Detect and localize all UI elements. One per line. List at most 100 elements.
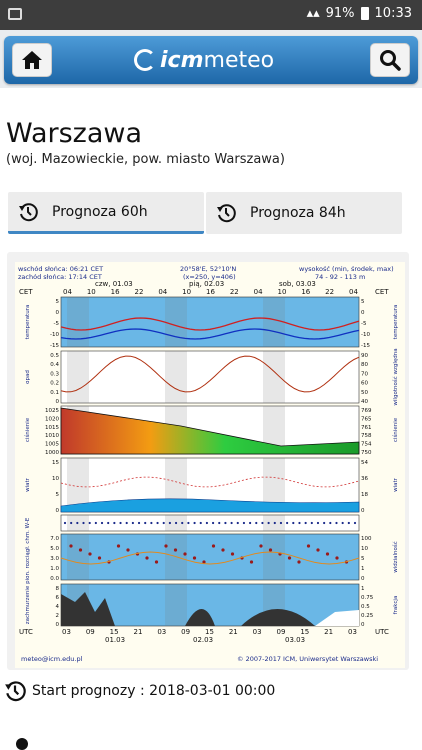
cloud-depth-point <box>211 544 216 548</box>
meteogram-image[interactable]: wschód słońca: 06:21 CET zachód słońca: … <box>15 262 405 668</box>
city-title: Warszawa <box>6 118 143 149</box>
wind-direction-marker <box>341 521 344 525</box>
night-band <box>165 584 187 626</box>
status-right: ▴▴ 91% 10:33 <box>307 6 412 21</box>
cloud-depth-point <box>69 544 73 548</box>
y-tick-right: 754 <box>361 442 372 448</box>
y-tick-left: 4 <box>56 604 60 610</box>
tab-forecast-60h[interactable]: Prognoza 60h <box>8 192 204 234</box>
hour-tick-bottom: 21 <box>229 628 238 636</box>
day-label-top: pią, 02.03 <box>189 280 224 288</box>
y-tick-left: 2 <box>56 613 60 619</box>
night-band <box>165 297 187 347</box>
cloud-depth-point <box>173 548 178 552</box>
y-tick-left: 1020 <box>45 416 59 422</box>
y-tick-left: 1005 <box>45 442 59 448</box>
wind-direction-marker <box>304 521 307 525</box>
y-tick-right: 1 <box>361 586 365 592</box>
panel-label-left: zachmurzenie <box>25 585 31 624</box>
y-tick-right: 758 <box>361 433 372 439</box>
wind-direction-marker <box>323 521 326 525</box>
y-tick-left: 15 <box>52 460 59 466</box>
y-tick-left: 8 <box>56 586 60 592</box>
night-band <box>263 534 285 580</box>
cloud-depth-point <box>306 544 311 548</box>
y-tick-right: 18 <box>361 492 368 498</box>
cloud-depth-point <box>183 552 187 556</box>
hour-tick-top: 22 <box>135 288 144 296</box>
y-tick-right: 80 <box>361 362 368 368</box>
y-tick-left: 1025 <box>45 408 59 414</box>
panel-frame <box>60 533 360 581</box>
hour-tick-bottom: 09 <box>277 628 286 636</box>
y-tick-left: 10 <box>52 476 59 482</box>
hour-tick-bottom: 09 <box>181 628 190 636</box>
home-button[interactable] <box>12 43 52 77</box>
search-button[interactable] <box>370 43 410 77</box>
wind-direction-marker <box>242 521 246 525</box>
wind-direction-marker <box>261 521 264 525</box>
wind-gust-line <box>60 476 360 488</box>
wind-direction-marker <box>199 521 202 525</box>
panel-frame <box>60 350 360 404</box>
wind-direction-marker <box>137 521 141 525</box>
hour-tick-top: 16 <box>206 288 215 296</box>
y-tick-left: -5 <box>54 321 60 327</box>
cloud-depth-point <box>335 556 339 560</box>
wind-direction-marker <box>187 521 190 525</box>
partial-icon <box>16 738 28 750</box>
forecast-start: Start prognozy : 2018-03-01 00:00 <box>4 680 275 702</box>
y-tick-left: 0.1 <box>50 390 59 396</box>
y-tick-left: 0.4 <box>50 362 59 368</box>
grid-text: (x=250, y=406) <box>183 273 236 281</box>
y-tick-left: 7.0 <box>50 536 59 542</box>
y-tick-left: 1000 <box>45 450 59 456</box>
humidity-line <box>60 355 360 393</box>
y-tick-right: 54 <box>361 460 368 466</box>
y-tick-left: 1010 <box>45 433 59 439</box>
wind-direction-marker <box>168 521 171 525</box>
y-tick-left: -15 <box>50 343 59 349</box>
cloud-depth-point <box>116 544 121 548</box>
tab-forecast-84h[interactable]: Prognoza 84h <box>206 192 402 234</box>
gallery-icon <box>8 8 22 20</box>
y-tick-right: 50 <box>361 390 368 396</box>
wind-direction-marker <box>181 521 184 525</box>
wind-direction-marker <box>82 521 85 525</box>
clock-time: 10:33 <box>374 6 412 21</box>
hour-tick-top: 10 <box>87 288 96 296</box>
main-content: Warszawa (woj. Mazowieckie, pow. miasto … <box>0 88 422 750</box>
utc-label-left: UTC <box>19 628 33 636</box>
app-logo[interactable]: icm meteo <box>134 46 274 74</box>
y-tick-left: 0.2 <box>50 381 59 387</box>
wind-direction-marker <box>255 521 258 525</box>
cloud-depth-point <box>164 544 168 548</box>
wind-direction-marker <box>144 521 147 525</box>
y-tick-right: 5 <box>361 556 365 562</box>
hour-tick-bottom: 15 <box>300 628 309 636</box>
panel-label-right: frakcja <box>393 596 399 615</box>
coords-text: 20°58'E, 52°10'N <box>180 265 236 273</box>
panel-label-right: wiatr <box>393 477 399 492</box>
y-tick-left: 5 <box>56 492 60 498</box>
wind-direction-marker <box>211 521 215 525</box>
wind-direction-marker <box>100 521 104 525</box>
meteogram-card: wschód słońca: 06:21 CET zachód słońca: … <box>7 252 409 670</box>
cloud-depth-point <box>230 552 235 556</box>
hour-tick-bottom: 21 <box>324 628 333 636</box>
panel-frame <box>60 514 360 532</box>
pressure-area <box>60 407 360 455</box>
y-tick-right: -15 <box>361 343 370 349</box>
start-text: Start prognozy : 2018-03-01 00:00 <box>32 683 276 699</box>
hour-tick-bottom: 15 <box>205 628 214 636</box>
cet-label-left: CET <box>19 288 33 296</box>
hour-tick-bottom: 03 <box>157 628 166 636</box>
wind-direction-marker <box>224 521 227 525</box>
cloud-depth-point <box>316 548 320 552</box>
sunset-text: zachód słońca: 17:14 CET <box>18 273 102 281</box>
day-label-top: czw, 01.03 <box>95 280 133 288</box>
panel-label-right: temperatura <box>393 305 399 340</box>
hour-tick-top: 22 <box>325 288 334 296</box>
wind-direction-marker <box>174 521 178 525</box>
y-tick-left: 0.5 <box>50 353 59 359</box>
